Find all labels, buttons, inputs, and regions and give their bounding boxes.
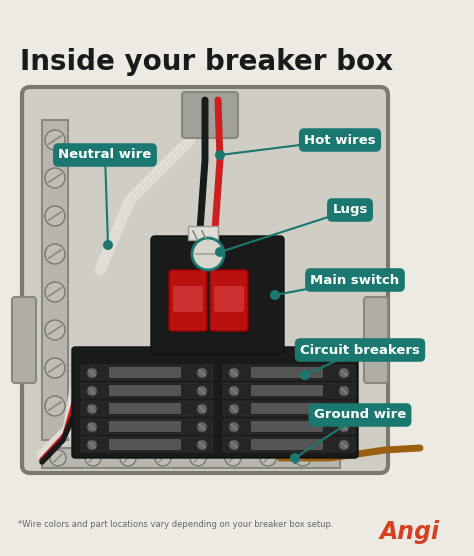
FancyBboxPatch shape	[109, 439, 181, 450]
Bar	[188, 226, 218, 240]
Circle shape	[300, 370, 310, 380]
Text: Main switch: Main switch	[310, 274, 400, 286]
FancyBboxPatch shape	[173, 286, 203, 312]
FancyBboxPatch shape	[109, 385, 181, 396]
FancyBboxPatch shape	[81, 383, 213, 398]
Circle shape	[197, 386, 207, 396]
FancyBboxPatch shape	[223, 437, 355, 452]
Circle shape	[215, 150, 225, 160]
Circle shape	[155, 450, 171, 466]
FancyBboxPatch shape	[151, 236, 284, 354]
FancyBboxPatch shape	[81, 437, 213, 452]
FancyBboxPatch shape	[182, 92, 238, 138]
Text: Lugs: Lugs	[332, 203, 368, 216]
FancyBboxPatch shape	[223, 401, 355, 416]
Circle shape	[339, 440, 349, 450]
FancyBboxPatch shape	[169, 270, 207, 331]
Circle shape	[85, 450, 101, 466]
FancyBboxPatch shape	[364, 297, 388, 383]
FancyBboxPatch shape	[72, 347, 358, 458]
Circle shape	[339, 422, 349, 432]
Circle shape	[339, 386, 349, 396]
Circle shape	[87, 440, 97, 450]
Circle shape	[45, 168, 65, 188]
Circle shape	[45, 396, 65, 416]
Circle shape	[190, 450, 206, 466]
Circle shape	[87, 386, 97, 396]
FancyBboxPatch shape	[81, 419, 213, 434]
FancyBboxPatch shape	[214, 286, 244, 312]
Circle shape	[45, 358, 65, 378]
Circle shape	[215, 247, 225, 257]
Circle shape	[87, 422, 97, 432]
FancyBboxPatch shape	[223, 365, 355, 380]
Circle shape	[229, 422, 239, 432]
Circle shape	[45, 206, 65, 226]
FancyBboxPatch shape	[210, 270, 248, 331]
Circle shape	[197, 404, 207, 414]
Text: Inside your breaker box: Inside your breaker box	[20, 48, 393, 76]
FancyBboxPatch shape	[109, 421, 181, 432]
Circle shape	[120, 450, 136, 466]
Circle shape	[339, 368, 349, 378]
FancyBboxPatch shape	[223, 383, 355, 398]
Text: Angi: Angi	[380, 520, 440, 544]
FancyBboxPatch shape	[81, 401, 213, 416]
Circle shape	[192, 238, 224, 270]
Circle shape	[270, 290, 280, 300]
FancyBboxPatch shape	[12, 297, 36, 383]
Text: Hot wires: Hot wires	[304, 133, 376, 146]
Circle shape	[45, 244, 65, 264]
Text: Ground wire: Ground wire	[314, 409, 406, 421]
Circle shape	[225, 450, 241, 466]
Text: Circuit breakers: Circuit breakers	[300, 344, 420, 356]
FancyBboxPatch shape	[109, 403, 181, 414]
Bar	[42, 120, 68, 440]
Circle shape	[87, 368, 97, 378]
FancyBboxPatch shape	[81, 365, 213, 380]
Circle shape	[229, 404, 239, 414]
Text: Neutral wire: Neutral wire	[58, 148, 152, 161]
FancyBboxPatch shape	[251, 367, 323, 378]
Circle shape	[229, 440, 239, 450]
Bar	[42, 448, 340, 468]
Circle shape	[229, 368, 239, 378]
FancyBboxPatch shape	[22, 87, 388, 473]
Circle shape	[45, 130, 65, 150]
Circle shape	[50, 450, 66, 466]
Circle shape	[103, 240, 113, 250]
Circle shape	[260, 450, 276, 466]
Circle shape	[45, 320, 65, 340]
Text: *Wire colors and part locations vary depending on your breaker box setup.: *Wire colors and part locations vary dep…	[18, 520, 334, 529]
Circle shape	[295, 450, 311, 466]
Circle shape	[197, 368, 207, 378]
Circle shape	[339, 404, 349, 414]
Circle shape	[197, 440, 207, 450]
FancyBboxPatch shape	[223, 419, 355, 434]
FancyBboxPatch shape	[251, 385, 323, 396]
FancyBboxPatch shape	[251, 421, 323, 432]
Circle shape	[45, 282, 65, 302]
Circle shape	[87, 404, 97, 414]
FancyBboxPatch shape	[251, 403, 323, 414]
Circle shape	[229, 386, 239, 396]
FancyBboxPatch shape	[109, 367, 181, 378]
Circle shape	[290, 453, 300, 463]
FancyBboxPatch shape	[251, 439, 323, 450]
Circle shape	[197, 422, 207, 432]
